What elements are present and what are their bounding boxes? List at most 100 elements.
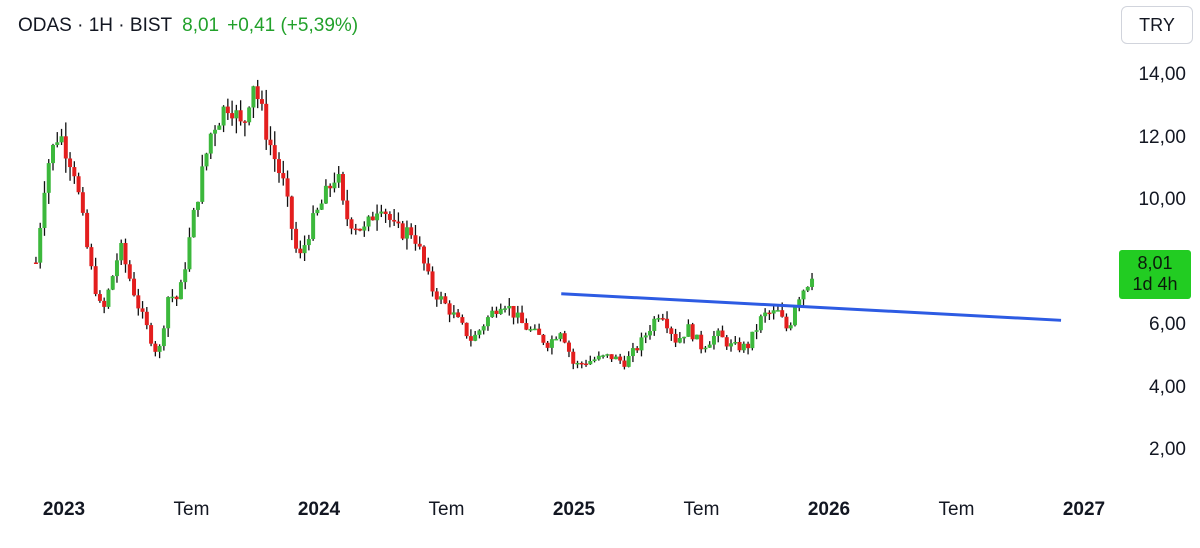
candle-up <box>558 333 563 339</box>
candle-down <box>259 99 264 104</box>
candle-down <box>72 167 77 177</box>
candle-down <box>396 221 401 224</box>
candle-down <box>80 192 85 213</box>
y-tick-label: 6,00 <box>1149 314 1186 335</box>
candle-down <box>784 316 789 329</box>
candle-up <box>251 86 256 108</box>
candle-up <box>404 227 409 239</box>
candle-down <box>255 86 260 100</box>
candle-down <box>132 278 137 296</box>
candle-up <box>485 317 490 327</box>
candle-up <box>507 305 512 309</box>
candle-up <box>503 308 508 310</box>
candle-up <box>729 343 734 347</box>
candle-down <box>264 103 269 140</box>
candle-down <box>272 145 277 160</box>
candle-up <box>157 346 162 352</box>
candle-up <box>711 335 716 345</box>
candle-up <box>187 237 192 270</box>
candle-down <box>85 212 90 248</box>
candle-down <box>545 342 550 348</box>
symbol-label: ODAS · 1H · BIST <box>18 15 173 36</box>
candle-down <box>537 328 542 335</box>
candle-down <box>460 317 465 323</box>
candle-up <box>306 239 311 246</box>
candle-up <box>639 337 644 351</box>
candle-up <box>630 348 635 357</box>
candle-up <box>311 213 316 240</box>
candle-down <box>434 291 439 300</box>
candle-down <box>660 318 665 320</box>
candle-down <box>562 333 567 343</box>
candle-up <box>473 334 478 341</box>
candle-down <box>456 312 461 318</box>
candle-up <box>379 211 384 214</box>
candle-up <box>797 299 802 307</box>
candle-down <box>149 325 154 344</box>
candle-down <box>345 200 350 220</box>
currency-button[interactable]: TRY <box>1121 6 1193 44</box>
candle-up <box>191 209 196 238</box>
candle-up <box>323 185 328 204</box>
candle-up <box>652 318 657 331</box>
candle-up <box>204 153 209 167</box>
candle-up <box>336 174 341 183</box>
candle-down <box>746 343 751 349</box>
candle-up <box>110 276 115 290</box>
candle-down <box>89 247 94 267</box>
candle-up <box>694 334 699 340</box>
candle-down <box>468 336 473 341</box>
candle-down <box>242 121 247 123</box>
candle-up <box>119 243 124 261</box>
candle-up <box>332 182 337 189</box>
candle-up <box>601 355 606 357</box>
price-tag-countdown: 1d 4h <box>1132 274 1178 294</box>
candle-up <box>656 318 661 320</box>
candle-down <box>780 310 785 317</box>
candle-down <box>421 246 426 264</box>
candle-up <box>707 344 712 348</box>
candle-down <box>392 219 397 222</box>
candle-down <box>349 219 354 229</box>
candle-up <box>613 356 618 360</box>
candle-up <box>439 296 444 300</box>
candle-up <box>677 338 682 343</box>
candle-up <box>51 144 56 164</box>
symbol-header: ODAS · 1H · BIST 8,01 +0,41 (+5,39%) <box>18 14 358 38</box>
candle-up <box>686 324 691 337</box>
candle-up <box>754 330 759 332</box>
candle-down <box>33 262 38 264</box>
y-tick-label: 14,00 <box>1138 64 1186 85</box>
candle-up <box>588 361 593 365</box>
candle-down <box>97 294 102 301</box>
candle-up <box>775 310 780 312</box>
candle-up <box>596 355 601 360</box>
candle-down <box>618 356 623 361</box>
candle-down <box>699 334 704 350</box>
candle-down <box>511 305 516 318</box>
candle-up <box>554 338 559 341</box>
candle-down <box>281 173 286 179</box>
candle-up <box>451 312 456 315</box>
x-tick-label: Tem <box>428 499 465 520</box>
candle-down <box>174 296 179 300</box>
candle-up <box>195 201 200 210</box>
candle-up <box>515 312 520 318</box>
candle-down <box>417 243 422 247</box>
candle-up <box>716 330 721 336</box>
candle-down <box>690 324 695 340</box>
candle-up <box>221 106 226 126</box>
candle-up <box>528 329 533 331</box>
candle-up <box>498 308 503 314</box>
candle-up <box>750 331 755 349</box>
candle-down <box>724 337 729 347</box>
candle-up <box>178 282 183 300</box>
candle-down <box>63 136 68 159</box>
candle-down <box>737 341 742 351</box>
candle-down <box>268 139 273 146</box>
candle-down <box>358 228 363 231</box>
candle-up <box>490 310 495 318</box>
candle-up <box>114 260 119 277</box>
candle-up <box>733 341 738 344</box>
